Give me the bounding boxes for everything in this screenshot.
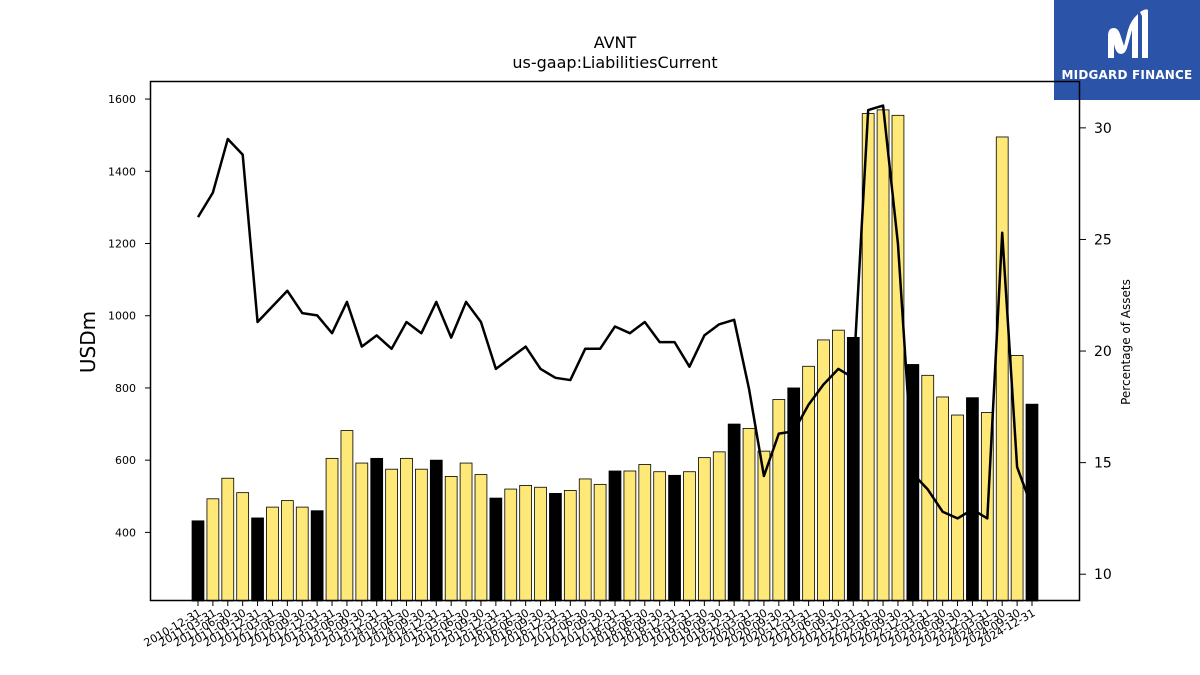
y2-tick-label: 10 [1094,567,1112,583]
y2-tick-label: 20 [1094,344,1112,360]
y-tick-label: 600 [115,454,136,467]
bar-2017-03-31 [563,490,577,602]
bar-2012-03-31 [266,506,279,602]
y2-tick-label: 25 [1094,232,1112,248]
bar-2011-03-31 [206,498,220,602]
bar-2019-03-31 [683,471,696,602]
bar-2016-12-31 [549,492,562,602]
line-series [196,104,1034,520]
y-tick-label: 800 [115,382,136,395]
bar-2014-03-31 [385,468,398,602]
bar-2019-09-30 [712,451,726,602]
bar-2022-09-30 [891,114,905,602]
bar-2011-06-30 [221,477,235,602]
y-axis-label: USDm [76,311,100,373]
bar-2016-09-30 [534,486,547,602]
chart-subtitle: us-gaap:LiabilitiesCurrent [512,53,718,72]
bar-2012-06-30 [280,500,294,602]
bar-2014-09-30 [415,468,428,602]
bar-2015-12-31 [489,497,503,602]
bar-2013-06-30 [340,430,354,602]
bar-2014-06-30 [400,457,413,602]
bar-2019-06-30 [698,457,711,602]
bar-2016-06-30 [519,485,533,602]
bar-2020-03-31 [742,427,756,602]
bar-2013-09-30 [355,462,369,602]
bar-2024-06-30 [995,136,1009,602]
bar-2020-12-31 [787,387,801,602]
y-tick-label: 1000 [108,310,136,323]
right-axis: 10 15 20 25 30 [1080,121,1112,583]
bar-2017-06-30 [578,478,592,602]
y-tick-label: 1600 [108,93,136,106]
bar-2018-03-31 [623,470,637,602]
bar-2023-06-30 [936,396,950,602]
midgard-finance-logo: MIDGARD FINANCE [1054,0,1200,100]
bar-2017-12-31 [608,470,622,602]
y2-tick-label: 15 [1094,456,1112,472]
y-tick-label: 1200 [108,238,136,251]
x-axis: 2010-12-312011-03-312011-06-302011-09-30… [142,601,1038,650]
y2-tick-label: 30 [1094,121,1112,137]
bar-2012-12-31 [310,510,324,602]
bar-2015-03-31 [444,476,458,602]
bar-2018-06-30 [638,464,652,602]
bar-2018-12-31 [668,474,681,602]
percentage-of-assets-line [196,104,1034,520]
bar-2013-03-31 [325,457,339,602]
bar-2019-12-31 [727,423,741,602]
bar-2021-03-31 [802,365,815,602]
bar-2016-03-31 [504,488,518,602]
bar-2023-09-30 [951,414,964,602]
bar-2023-12-31 [966,397,979,602]
y-tick-label: 400 [115,526,136,539]
bar-2018-09-30 [653,471,667,602]
bar-series [191,109,1039,602]
left-axis: 400 600 800 1000 1200 1400 1600 [108,93,150,539]
bar-2014-12-31 [429,459,443,602]
bar-2010-12-31 [191,520,205,602]
bar-2024-12-31 [1025,403,1039,602]
bar-2015-09-30 [474,474,488,602]
plot-frame [149,80,1081,602]
bar-2022-06-30 [876,109,890,602]
y2-axis-label: Percentage of Assets [1119,279,1133,405]
bar-2017-09-30 [593,483,607,602]
chart-title: AVNT [593,33,637,52]
y-tick-label: 1400 [108,165,136,178]
logo-brand-text: MIDGARD FINANCE [1061,68,1193,82]
midgard-m-icon [1108,9,1148,59]
bar-2012-09-30 [295,506,309,602]
bar-2015-06-30 [459,462,473,602]
bar-2011-09-30 [236,492,250,602]
bar-2020-09-30 [772,399,786,602]
bar-2013-12-31 [370,457,384,602]
bar-2011-12-31 [251,517,264,602]
